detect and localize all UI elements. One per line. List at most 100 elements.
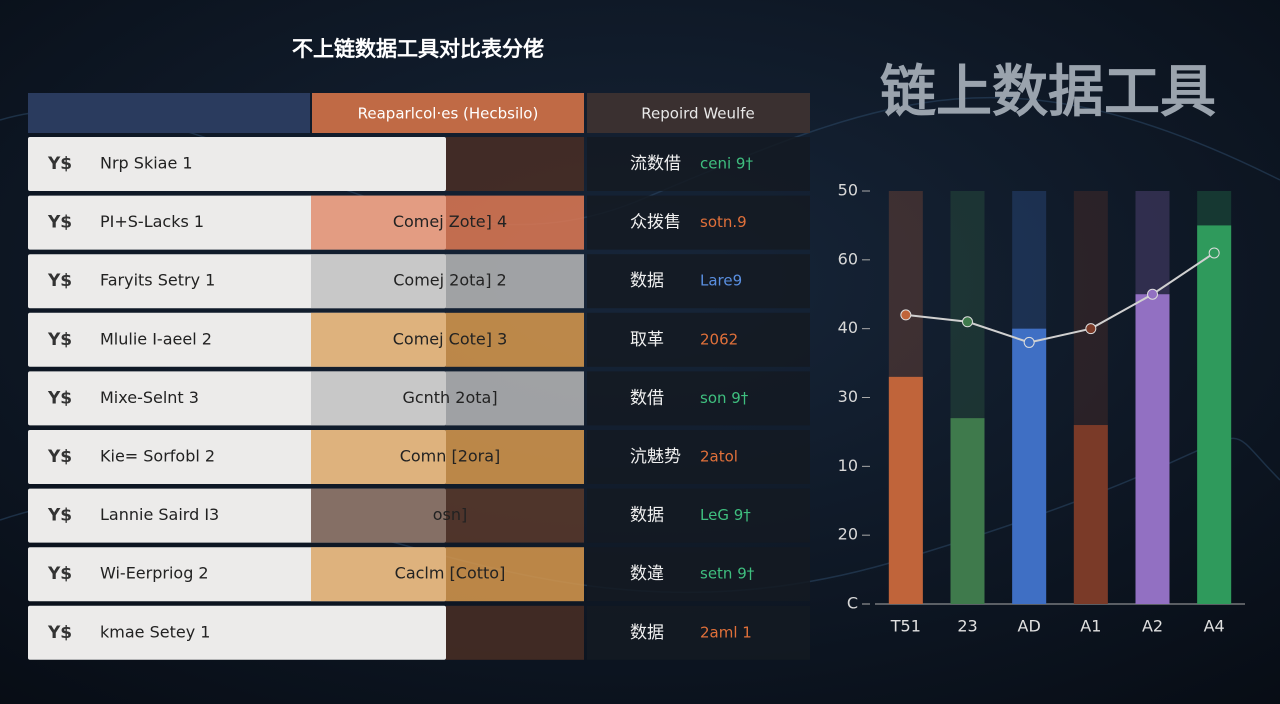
row-right-value: Lare9 <box>700 272 742 290</box>
row-right-value: son 9† <box>700 389 749 407</box>
column-header: Repoird Weulfe <box>641 105 754 123</box>
line-point <box>1208 247 1220 259</box>
row-right-cell <box>587 605 810 660</box>
row-mid-cell <box>446 488 584 543</box>
row-name: PI+S-Lacks 1 <box>100 212 204 231</box>
row-right-cell <box>587 430 810 484</box>
row-icon: Y$ <box>47 447 72 467</box>
row-right-value: 2062 <box>700 330 738 348</box>
line-point <box>1023 336 1035 348</box>
row-right-cell <box>587 547 810 602</box>
row-right-value: 2atol <box>700 448 738 466</box>
y-tick-label: 40 <box>838 318 858 337</box>
row-right-value: LeG 9† <box>700 506 751 524</box>
x-tick-label: A1 <box>1080 617 1101 636</box>
header-cell <box>587 93 810 133</box>
row-name: Mixe-Selnt 3 <box>100 388 199 407</box>
line-point <box>1147 288 1158 300</box>
row-mid-cell <box>446 371 584 426</box>
row-mid-left <box>311 312 446 367</box>
bar <box>888 376 923 604</box>
row-right: 数据 <box>630 623 664 643</box>
row-name: Nrp Skiae 1 <box>100 154 193 173</box>
row-mid: Gcnth 2ota] <box>402 388 497 407</box>
row-right-value: sotn.9 <box>700 213 747 231</box>
bar <box>950 418 985 604</box>
x-tick-label: AD <box>1018 617 1041 636</box>
row-mid: Comej Cote] 3 <box>393 329 508 348</box>
row-right-cell <box>587 254 810 309</box>
y-tick-label: 20 <box>838 525 858 544</box>
row-mid-cell <box>446 547 584 602</box>
row-icon: Y$ <box>47 623 72 643</box>
row-mid-cell <box>446 137 584 191</box>
table-title: 不上链数据工具对比表分佬 <box>292 37 544 61</box>
row-right: 沆魅势 <box>630 447 681 467</box>
line-point <box>962 316 973 328</box>
y-tick-label: 30 <box>838 387 858 406</box>
row-right-cell <box>587 195 810 250</box>
row-name: Mlulie I-aeel 2 <box>100 329 212 348</box>
row-name: Faryits Setry 1 <box>100 271 215 290</box>
row-right-cell <box>587 137 810 191</box>
bar <box>1012 328 1047 604</box>
chart-title: 链上数据工具 <box>880 60 1216 125</box>
row-right-value: 2aml 1 <box>700 623 752 641</box>
row-mid-cell <box>446 312 584 367</box>
x-tick-label: T51 <box>890 617 921 636</box>
header-cell <box>28 93 310 133</box>
bar <box>1073 425 1108 604</box>
row-right-value: setn 9† <box>700 565 755 583</box>
row-mid: Caclm [Cotto] <box>395 564 506 583</box>
row-right: 流数借 <box>630 154 681 174</box>
row-icon: Y$ <box>47 213 72 233</box>
row-icon: Y$ <box>47 388 72 408</box>
x-tick-label: A2 <box>1142 617 1163 636</box>
bar <box>1135 294 1170 604</box>
row-name: Wi-Eerpriog 2 <box>100 564 209 583</box>
row-right-cell <box>587 488 810 543</box>
row-mid-cell <box>446 430 584 484</box>
row-right-cell <box>587 371 810 426</box>
row-right: 数違 <box>630 564 664 584</box>
row-mid-cell <box>446 195 584 250</box>
row-name-cell <box>28 137 446 191</box>
row-name: kmae Setey 1 <box>100 622 210 641</box>
row-name: Lannie Saird I3 <box>100 505 219 524</box>
row-mid-left <box>311 547 446 602</box>
y-tick-label: 10 <box>838 456 858 475</box>
y-tick-label: 50 <box>838 181 858 200</box>
row-mid-left <box>311 254 446 309</box>
line-point <box>900 309 912 321</box>
row-right-cell <box>587 312 810 367</box>
row-icon: Y$ <box>47 330 72 350</box>
x-tick-label: A4 <box>1204 617 1225 636</box>
row-mid: Comn [2ora] <box>400 447 501 466</box>
column-header: Reaparlcol·es (Hecbsilo) <box>358 105 539 123</box>
row-right: 众拨售 <box>630 213 681 233</box>
row-name: Kie= Sorfobl 2 <box>100 447 215 466</box>
row-name-cell <box>28 605 446 660</box>
row-icon: Y$ <box>47 506 72 526</box>
row-mid: Comej Zote] 4 <box>393 212 507 231</box>
row-right: 数据 <box>630 506 664 526</box>
line <box>905 252 1215 344</box>
row-mid-left <box>311 371 446 426</box>
row-right: 取革 <box>630 330 664 350</box>
line-point <box>1085 323 1097 335</box>
row-mid-left <box>311 195 446 250</box>
row-mid: Comej 2ota] 2 <box>393 271 506 290</box>
y-tick-label: C <box>847 594 858 613</box>
row-icon: Y$ <box>47 564 72 584</box>
x-tick-label: 23 <box>957 617 977 636</box>
row-icon: Y$ <box>47 154 72 174</box>
row-right: 数据 <box>630 271 664 291</box>
row-icon: Y$ <box>47 271 72 291</box>
row-mid-cell <box>446 254 584 309</box>
header-cell <box>312 93 584 133</box>
row-mid-cell <box>446 605 584 660</box>
bar <box>1197 225 1232 604</box>
row-mid-left <box>311 488 446 543</box>
row-mid: osn] <box>433 505 468 524</box>
